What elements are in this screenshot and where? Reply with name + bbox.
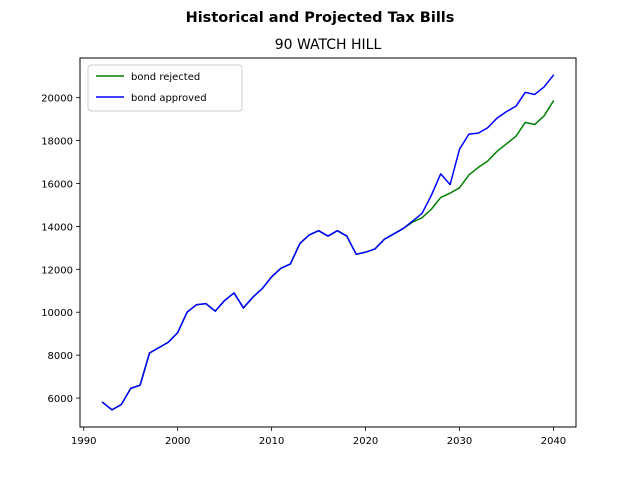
y-tick-label: 16000 bbox=[41, 180, 73, 191]
y-tick-label: 12000 bbox=[41, 265, 73, 276]
y-tick-label: 8000 bbox=[48, 351, 73, 362]
x-axis: 1990 2000 2010 2020 2030 2040 bbox=[71, 427, 566, 447]
series-line-bond-approved bbox=[101, 74, 555, 411]
x-tick-label: 1990 bbox=[71, 436, 96, 447]
y-tick-label: 18000 bbox=[41, 137, 73, 148]
axes-frame bbox=[79, 57, 577, 428]
x-tick-label: 2040 bbox=[541, 436, 566, 447]
x-tick-label: 2020 bbox=[353, 436, 378, 447]
y-tick-label: 6000 bbox=[48, 394, 73, 405]
plot-area bbox=[101, 74, 555, 411]
x-tick-label: 2000 bbox=[165, 436, 190, 447]
legend-label-bond-approved: bond approved bbox=[131, 93, 207, 104]
legend: bond rejected bond approved bbox=[87, 64, 243, 112]
x-tick-label: 2010 bbox=[259, 436, 284, 447]
figure-suptitle: Historical and Projected Tax Bills bbox=[186, 10, 455, 26]
legend-box bbox=[87, 64, 243, 112]
x-tick-label: 2030 bbox=[447, 436, 472, 447]
y-tick-label: 20000 bbox=[41, 94, 73, 105]
chart-title: 90 WATCH HILL bbox=[275, 37, 382, 53]
y-axis: 6000 8000 10000 12000 14000 16000 18000 20000 bbox=[41, 94, 80, 405]
y-tick-label: 10000 bbox=[41, 308, 73, 319]
legend-label-bond-rejected: bond rejected bbox=[131, 72, 200, 83]
y-tick-label: 14000 bbox=[41, 222, 73, 233]
